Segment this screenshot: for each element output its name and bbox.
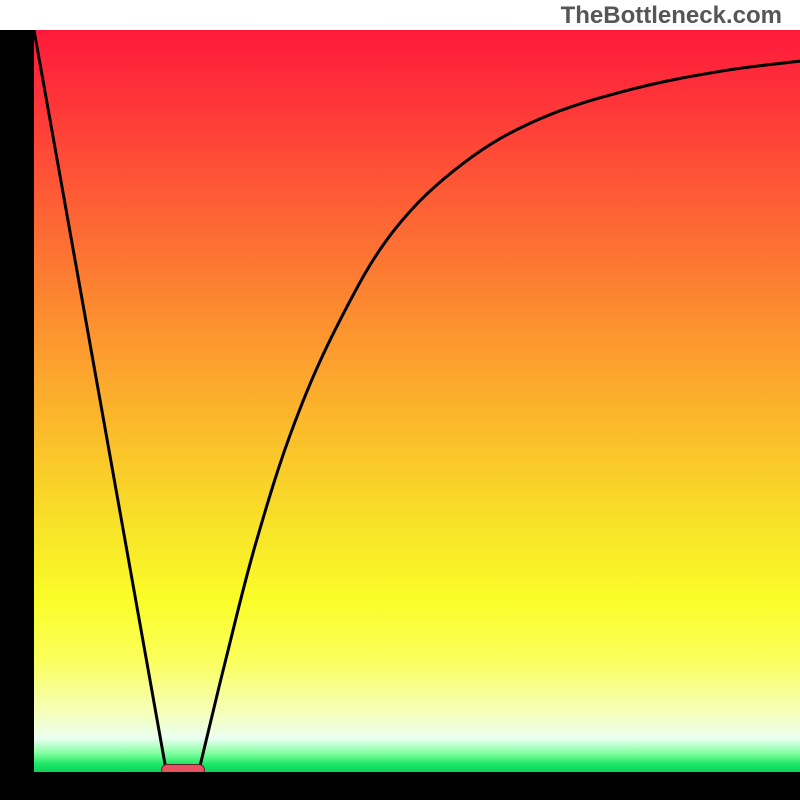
chart-container: TheBottleneck.com (0, 0, 800, 800)
axis-bottom (0, 772, 800, 800)
bottleneck-curve (34, 30, 800, 772)
plot-area (34, 30, 800, 772)
watermark-text: TheBottleneck.com (561, 2, 782, 30)
curve-right-branch (199, 61, 800, 768)
axis-left (0, 30, 34, 800)
curve-left-branch (34, 30, 166, 768)
